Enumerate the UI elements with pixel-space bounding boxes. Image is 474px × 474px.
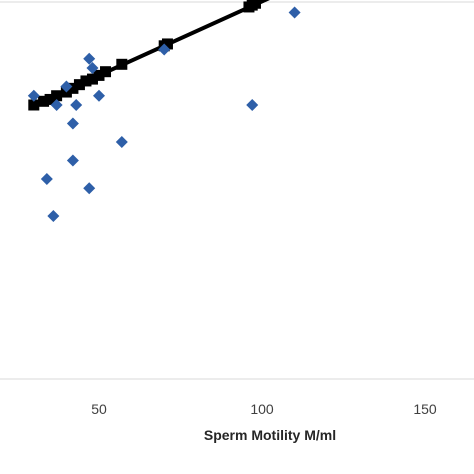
- data-point-12: [86, 62, 99, 74]
- trend-point-5: [67, 82, 79, 94]
- data-point-2: [47, 210, 60, 222]
- trend-point-11: [116, 58, 128, 70]
- data-point-16: [158, 43, 171, 56]
- data-point-15: [115, 136, 128, 148]
- trend-point-13: [161, 38, 173, 50]
- data-point-7: [70, 99, 83, 111]
- diamond-series: [27, 6, 301, 222]
- data-point-19: [288, 6, 301, 19]
- trend-point-6: [73, 79, 85, 91]
- data-point-4: [60, 80, 73, 93]
- trend-point-1: [38, 95, 50, 107]
- trend-point-10: [100, 66, 112, 78]
- trend-point-7: [80, 75, 92, 87]
- data-point-3: [50, 99, 63, 111]
- data-point-1: [40, 173, 53, 185]
- data-point-18: [246, 99, 259, 111]
- data-point-13: [93, 89, 105, 102]
- plot-border: [0, 1, 474, 380]
- x-tick-label-50: 50: [91, 401, 107, 417]
- data-point-11: [83, 52, 96, 65]
- data-point-0: [27, 89, 40, 102]
- trend-point-16: [249, 0, 261, 9]
- trend-point-0: [28, 99, 40, 111]
- trend-point-2: [44, 93, 56, 105]
- trend-point-9: [93, 69, 105, 81]
- x-axis-ticks: 50 100 150: [91, 401, 437, 417]
- trend-point-8: [86, 73, 98, 85]
- x-axis-title: Sperm Motility M/ml: [204, 427, 336, 443]
- trend-point-3: [51, 90, 63, 102]
- data-point-6: [66, 117, 79, 130]
- trendline: [31, 0, 270, 107]
- x-tick-label-150: 150: [413, 401, 437, 417]
- x-tick-label-100: 100: [250, 401, 274, 417]
- data-point-10: [83, 182, 96, 195]
- data-point-5: [66, 154, 79, 167]
